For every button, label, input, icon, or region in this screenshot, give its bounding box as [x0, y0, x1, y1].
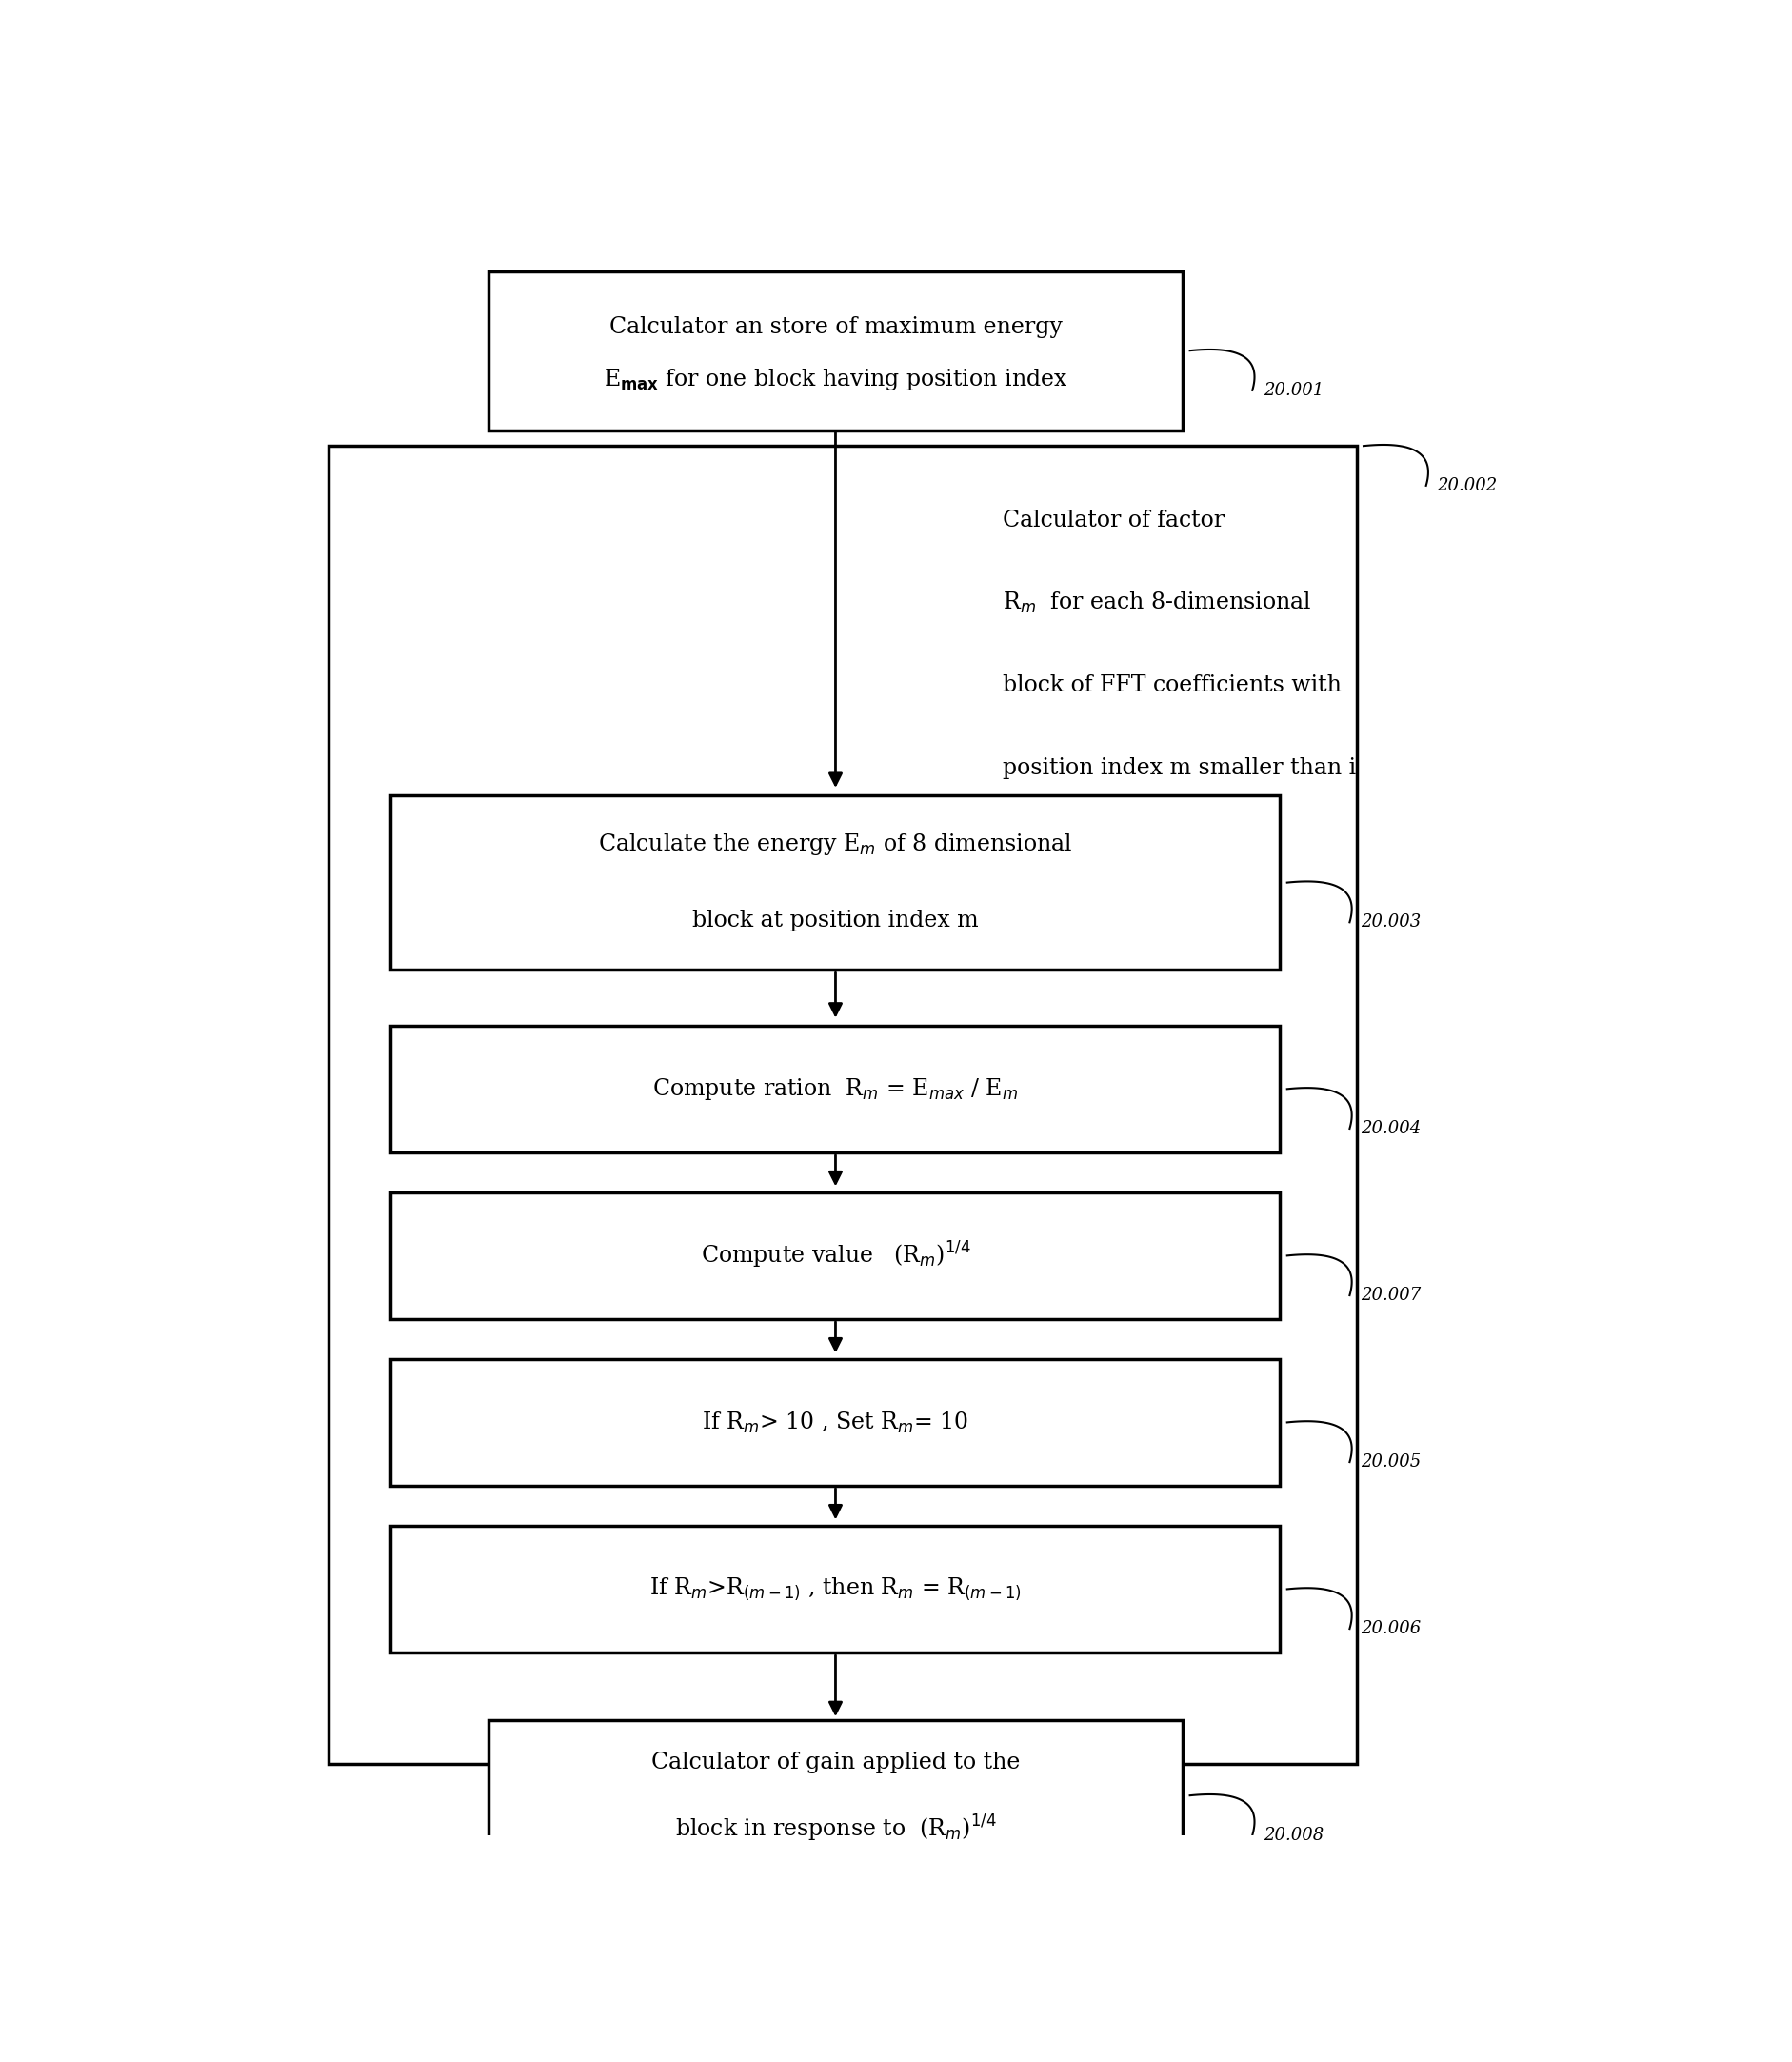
Text: E$_\mathbf{max}$ for one block having position index: E$_\mathbf{max}$ for one block having po… — [604, 367, 1066, 392]
Text: block at position index m: block at position index m — [692, 909, 978, 932]
Text: R$_m$  for each 8-dimensional: R$_m$ for each 8-dimensional — [1002, 590, 1310, 617]
Text: 20.004: 20.004 — [1360, 1120, 1421, 1138]
Text: 20.001: 20.001 — [1263, 381, 1322, 398]
Text: 20.002: 20.002 — [1437, 476, 1496, 495]
Text: position index m smaller than i: position index m smaller than i — [1002, 757, 1355, 779]
FancyBboxPatch shape — [391, 1359, 1279, 1487]
FancyBboxPatch shape — [391, 1025, 1279, 1153]
Text: If R$_m$>R$_{(m-1)}$ , then R$_m$ = R$_{(m-1)}$: If R$_m$>R$_{(m-1)}$ , then R$_m$ = R$_{… — [649, 1575, 1021, 1602]
FancyBboxPatch shape — [487, 272, 1183, 431]
FancyBboxPatch shape — [391, 796, 1279, 969]
FancyBboxPatch shape — [328, 445, 1357, 1763]
Text: If R$_m$> 10 , Set R$_m$= 10: If R$_m$> 10 , Set R$_m$= 10 — [702, 1410, 968, 1435]
Text: 20.006: 20.006 — [1360, 1621, 1421, 1637]
Text: Compute value   (R$_m$)$^{1/4}$: Compute value (R$_m$)$^{1/4}$ — [701, 1241, 969, 1270]
Text: block in response to  (R$_m$)$^{1/4}$: block in response to (R$_m$)$^{1/4}$ — [674, 1812, 996, 1843]
Text: 20.007: 20.007 — [1360, 1287, 1421, 1303]
Text: 20.008: 20.008 — [1263, 1827, 1322, 1843]
Text: Calculator of factor: Calculator of factor — [1002, 509, 1224, 532]
Text: Calculate the energy E$_m$ of 8 dimensional: Calculate the energy E$_m$ of 8 dimensio… — [599, 831, 1072, 858]
FancyBboxPatch shape — [487, 1720, 1183, 1870]
Text: 20.003: 20.003 — [1360, 913, 1421, 930]
Text: Calculator of gain applied to the: Calculator of gain applied to the — [650, 1751, 1020, 1773]
Text: 20.005: 20.005 — [1360, 1454, 1421, 1470]
Text: Compute ration  R$_m$ = E$_{max}$ / E$_m$: Compute ration R$_m$ = E$_{max}$ / E$_m$ — [652, 1076, 1018, 1101]
Text: block of FFT coefficients with: block of FFT coefficients with — [1002, 674, 1340, 697]
FancyBboxPatch shape — [391, 1192, 1279, 1320]
Text: Calculator an store of maximum energy: Calculator an store of maximum energy — [609, 315, 1061, 338]
FancyBboxPatch shape — [391, 1526, 1279, 1652]
